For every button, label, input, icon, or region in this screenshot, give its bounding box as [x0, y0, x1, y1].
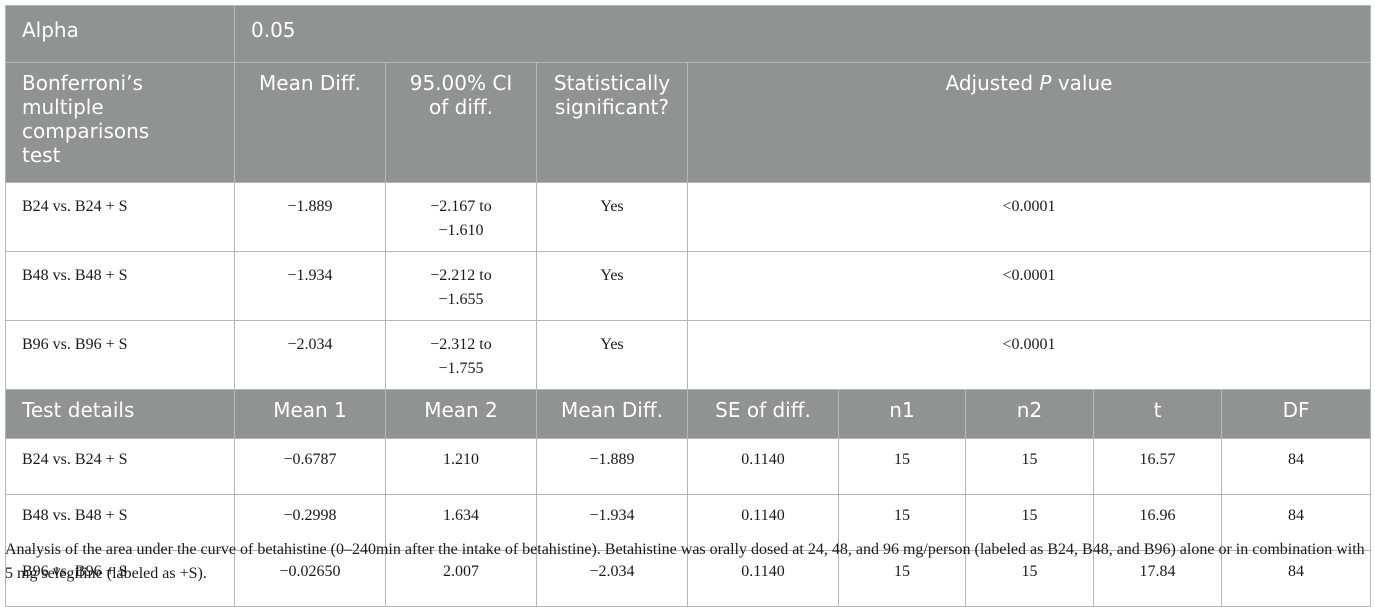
comparison-p-value: <0.0001: [686, 320, 1372, 390]
details-n1: 15: [838, 550, 966, 607]
details-se: 0.1140: [687, 550, 839, 607]
details-test: B96 vs. B96 + S: [5, 550, 235, 607]
alpha-value: 0.05: [233, 5, 1372, 63]
details-mean-diff: −2.034: [536, 550, 688, 607]
details-header-df: DF: [1220, 389, 1372, 439]
comparison-test: B96 vs. B96 + S: [5, 320, 235, 390]
details-n1: 15: [838, 438, 966, 495]
comparison-ci: −2.212 to −1.655: [385, 251, 537, 321]
details-se: 0.1140: [687, 494, 839, 551]
details-mean-diff: −1.889: [536, 438, 688, 495]
details-header-row: Test details Mean 1 Mean 2 Mean Diff. SE…: [5, 389, 1372, 439]
details-row: B48 vs. B48 + S −0.2998 1.634 −1.934 0.1…: [5, 494, 1372, 551]
details-mean1: −0.6787: [234, 438, 386, 495]
details-header-n2: n2: [965, 389, 1094, 439]
details-n2: 15: [965, 494, 1094, 551]
comparison-test: B24 vs. B24 + S: [5, 182, 235, 252]
table-caption: Analysis of the area under the curve of …: [5, 541, 1365, 582]
details-df: 84: [1220, 494, 1372, 551]
details-header-n1: n1: [838, 389, 966, 439]
details-test: B48 vs. B48 + S: [5, 494, 235, 551]
alpha-row: Alpha 0.05: [5, 5, 1372, 63]
comparison-significant: Yes: [536, 182, 688, 252]
comparison-p-value: <0.0001: [686, 182, 1372, 252]
details-header-mean-diff: Mean Diff.: [536, 389, 688, 439]
header-ci: 95.00% CI of diff.: [385, 62, 537, 183]
comparison-ci: −2.312 to −1.755: [385, 320, 537, 390]
details-df: 84: [1220, 550, 1372, 607]
details-mean2: 1.210: [385, 438, 537, 495]
details-n2: 15: [965, 438, 1094, 495]
alpha-label: Alpha: [5, 5, 235, 63]
results-table: Alpha 0.05 Bonferroni’s multiple compari…: [5, 5, 1372, 607]
comparison-significant: Yes: [536, 251, 688, 321]
comparison-row: B24 vs. B24 + S −1.889 −2.167 to −1.610 …: [5, 182, 1372, 252]
details-n1: 15: [838, 494, 966, 551]
details-header-mean1: Mean 1: [234, 389, 386, 439]
comparison-ci: −2.167 to −1.610: [385, 182, 537, 252]
details-header-se: SE of diff.: [687, 389, 839, 439]
comparison-test: B48 vs. B48 + S: [5, 251, 235, 321]
details-mean2: 2.007: [385, 550, 537, 607]
details-header-test: Test details: [5, 389, 235, 439]
details-mean-diff: −1.934: [536, 494, 688, 551]
comparison-mean-diff: −2.034: [234, 320, 386, 390]
header-adjusted-p: Adjusted P value: [686, 62, 1372, 183]
details-row: B24 vs. B24 + S −0.6787 1.210 −1.889 0.1…: [5, 438, 1372, 495]
details-header-mean2: Mean 2: [385, 389, 537, 439]
details-mean1: −0.02650: [234, 550, 386, 607]
comparison-p-value: <0.0001: [686, 251, 1372, 321]
comparison-row: B96 vs. B96 + S −2.034 −2.312 to −1.755 …: [5, 320, 1372, 390]
comparison-significant: Yes: [536, 320, 688, 390]
comparison-row: B48 vs. B48 + S −1.934 −2.212 to −1.655 …: [5, 251, 1372, 321]
header-test: Bonferroni’s multiple comparisons test: [5, 62, 235, 183]
details-t: 16.96: [1093, 494, 1222, 551]
details-row: B96 vs. B96 + S −0.02650 2.007 −2.034 0.…: [5, 550, 1372, 607]
header-significant: Statistically significant?: [536, 62, 688, 183]
details-t: 16.57: [1093, 438, 1222, 495]
details-se: 0.1140: [687, 438, 839, 495]
details-header-t: t: [1093, 389, 1222, 439]
details-df: 84: [1220, 438, 1372, 495]
header-mean-diff: Mean Diff.: [234, 62, 386, 183]
comparison-mean-diff: −1.934: [234, 251, 386, 321]
comparisons-header-row: Bonferroni’s multiple comparisons test M…: [5, 62, 1372, 183]
comparison-mean-diff: −1.889: [234, 182, 386, 252]
details-test: B24 vs. B24 + S: [5, 438, 235, 495]
